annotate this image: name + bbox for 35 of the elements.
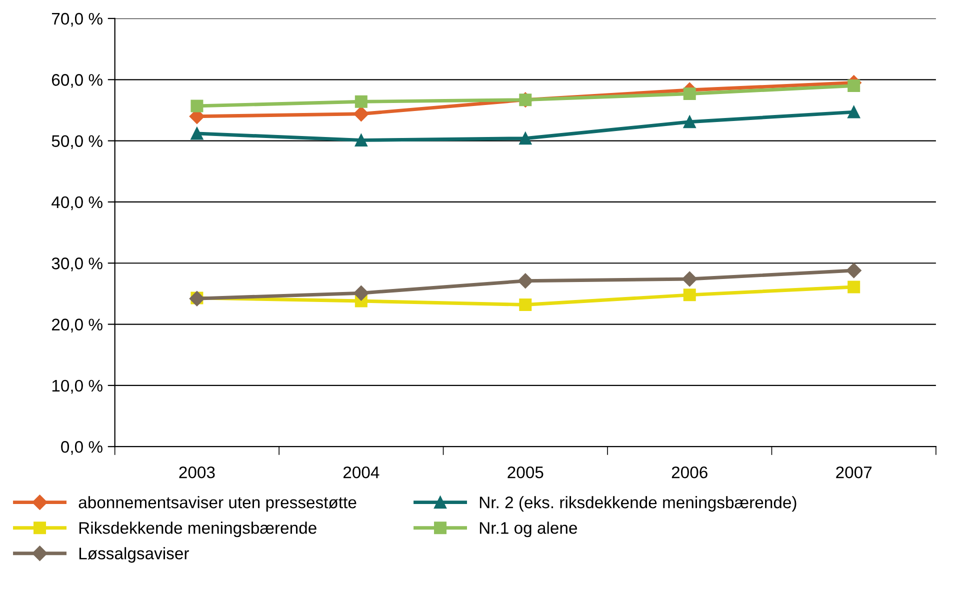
y-tick-label: 50,0 %	[52, 135, 102, 149]
point	[683, 116, 696, 128]
point	[848, 106, 860, 118]
y-tick-label: 70,0 %	[52, 12, 102, 27]
point	[190, 100, 204, 112]
point	[846, 262, 862, 278]
point	[190, 127, 204, 140]
point	[683, 288, 696, 302]
legend-label: Nr. 2 (eks. riksdekkende meningsbærende)	[480, 496, 796, 512]
x-tick-label: 2005	[508, 466, 544, 478]
point	[848, 80, 860, 92]
y-tick-label: 10,0 %	[52, 380, 102, 394]
point	[683, 87, 696, 100]
y-tick-label: 30,0 %	[52, 258, 102, 272]
y-tick-label: 20,0 %	[52, 318, 102, 332]
legend-label: abonnementsaviser uten pressestøtte	[78, 496, 356, 512]
point	[354, 106, 369, 122]
x-tick-label: 2004	[343, 466, 380, 478]
y-tick-label: 60,0 %	[52, 74, 102, 88]
point	[519, 298, 532, 311]
point	[354, 134, 368, 146]
point	[354, 286, 369, 301]
legend-label: Løssalgsaviser	[79, 547, 189, 563]
x-tick-label: 2003	[179, 466, 215, 478]
point	[682, 271, 698, 287]
point	[518, 273, 533, 288]
x-tick-label: 2007	[836, 466, 872, 478]
y-tick-label: 40,0 %	[52, 196, 102, 210]
x-tick-label: 2006	[672, 466, 708, 478]
point	[354, 95, 368, 108]
point	[848, 280, 860, 294]
legend-label: Nr.1 og alene	[480, 522, 578, 538]
point	[519, 132, 532, 145]
y-tick-label: 0,0 %	[61, 441, 102, 455]
legend-label: Riksdekkende meningsbærende	[79, 522, 316, 538]
